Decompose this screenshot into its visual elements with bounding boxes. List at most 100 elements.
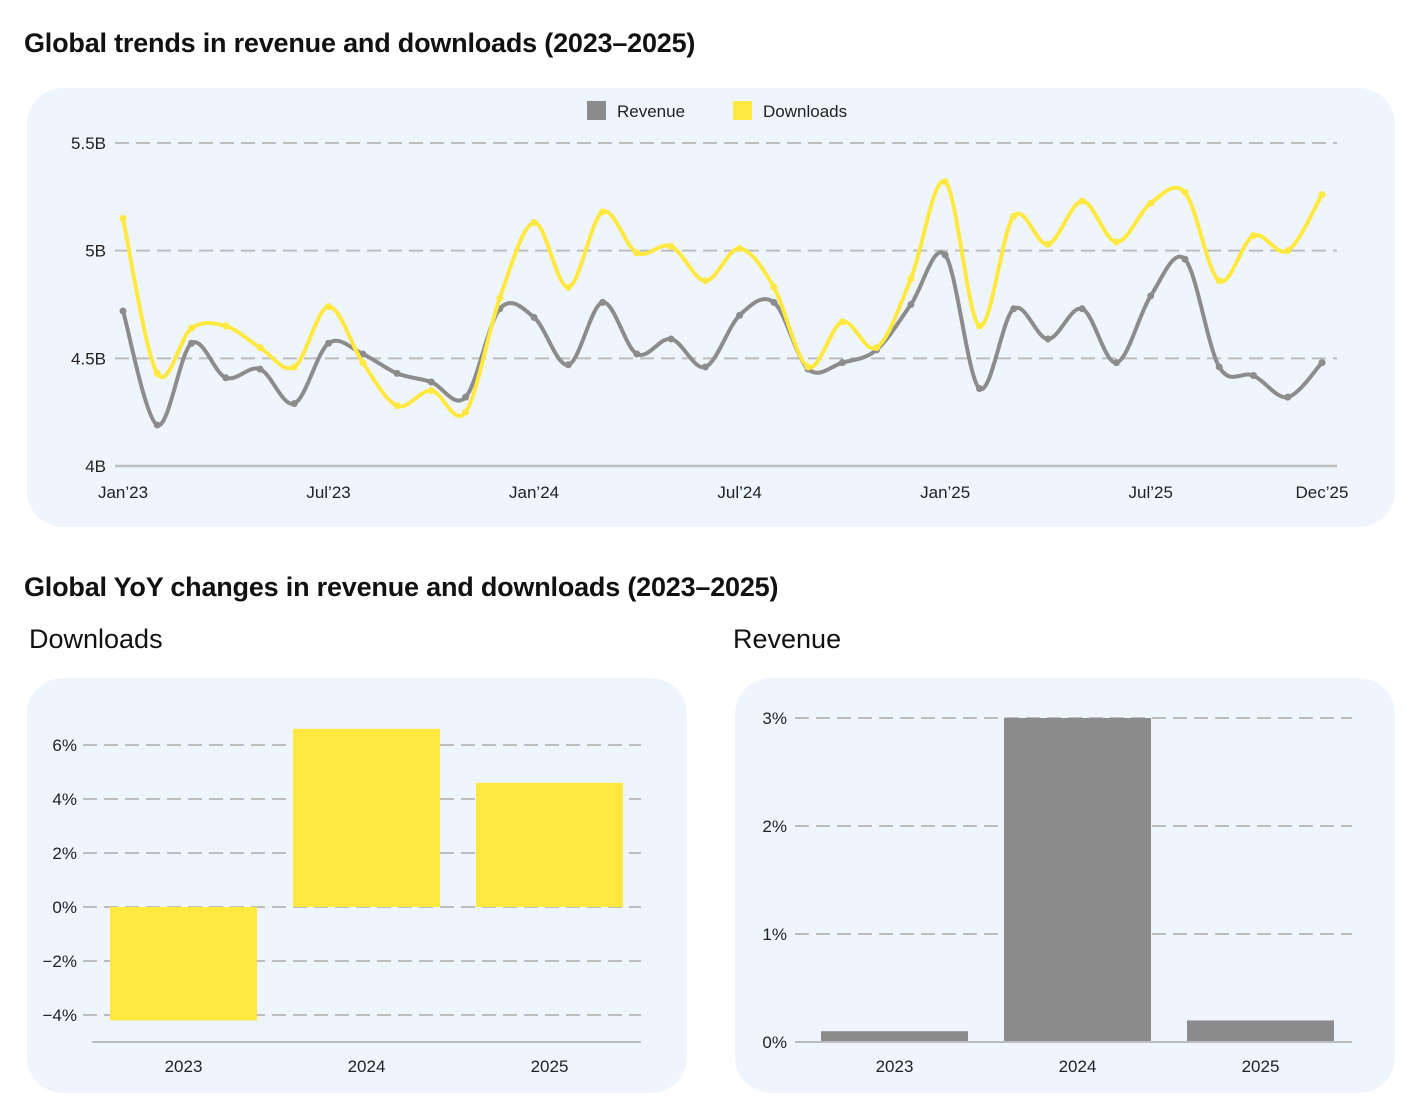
downloads-bar-chart: −4% −2% 0% 2% 4% 6% 2023 2024 2025 <box>43 728 641 1076</box>
revenue-point <box>119 307 127 315</box>
y-tick-label: 5.5B <box>71 134 106 153</box>
y-tick-label: 4.5B <box>71 349 106 368</box>
bar-2024 <box>1004 718 1151 1042</box>
y-tick-label: 4% <box>52 790 77 809</box>
revenue-point <box>1044 335 1052 343</box>
revenue-point <box>1249 372 1257 380</box>
revenue-chart-title: Revenue <box>733 624 842 654</box>
downloads-point <box>119 214 127 222</box>
downloads-point <box>599 208 607 216</box>
revenue-point <box>599 298 607 306</box>
revenue-bar-panel: 0% 1% 2% 3% 2023 2024 2025 <box>735 678 1395 1093</box>
y-tick-label: 1% <box>762 925 787 944</box>
revenue-point <box>1318 359 1326 367</box>
downloads-point <box>804 363 812 371</box>
y-tick-label: 2% <box>52 844 77 863</box>
downloads-point <box>153 369 161 377</box>
downloads-point <box>427 387 435 395</box>
line-chart-panel: 4B 4.5B 5B 5.5B Jan’23 Jul’23 Jan’24 Jul’24 Jan’… <box>27 88 1395 527</box>
y-tick-label: 0% <box>762 1033 787 1052</box>
revenue-point <box>907 301 915 308</box>
revenue-point <box>667 335 675 343</box>
revenue-point <box>770 298 778 306</box>
downloads-point <box>188 324 196 332</box>
revenue-point <box>359 350 367 358</box>
downloads-point <box>290 363 298 371</box>
x-tick-label: 2025 <box>1242 1057 1280 1076</box>
revenue-point <box>325 339 333 347</box>
downloads-point <box>907 275 915 283</box>
chart-title: Global trends in revenue and downloads (… <box>24 28 696 58</box>
downloads-point <box>1249 232 1257 240</box>
yoy-section-title: Global YoY changes in revenue and downlo… <box>24 572 779 602</box>
downloads-point <box>633 249 641 257</box>
downloads-point <box>701 277 709 285</box>
revenue-point <box>530 313 538 321</box>
x-tick-label: 2025 <box>531 1057 569 1076</box>
revenue-point <box>222 374 230 382</box>
revenue-point <box>153 421 161 429</box>
downloads-point <box>1147 199 1155 207</box>
y-tick-label: 0% <box>52 898 77 917</box>
x-tick-label: Dec’25 <box>1296 483 1349 502</box>
revenue-point <box>393 369 401 377</box>
bar-2025 <box>1187 1020 1334 1042</box>
downloads-bar-panel: −4% −2% 0% 2% 4% 6% 2023 2024 2025 <box>27 678 687 1093</box>
bar-2024 <box>293 728 440 907</box>
y-tick-label: 3% <box>762 709 787 728</box>
y-tick-label: 6% <box>52 736 77 755</box>
x-tick-label: Jan’24 <box>509 483 559 502</box>
y-tick-label: 2% <box>762 817 787 836</box>
legend-label-revenue: Revenue <box>617 102 685 121</box>
downloads-point <box>462 408 470 416</box>
downloads-point <box>530 219 538 227</box>
revenue-point <box>188 339 196 347</box>
downloads-point <box>256 344 264 352</box>
revenue-point <box>1215 363 1223 371</box>
revenue-line <box>121 250 1324 428</box>
x-tick-label: Jul’23 <box>306 483 350 502</box>
downloads-point <box>222 322 230 330</box>
downloads-point <box>1318 191 1326 199</box>
downloads-point <box>393 402 401 410</box>
revenue-point <box>701 363 709 371</box>
revenue-bar-chart: 0% 1% 2% 3% 2023 2024 2025 <box>762 709 1352 1076</box>
downloads-line <box>121 179 1324 418</box>
revenue-point <box>1010 305 1018 313</box>
revenue-point <box>633 350 641 358</box>
revenue-point <box>1147 292 1155 300</box>
line-chart: 4B 4.5B 5B 5.5B Jan’23 Jul’23 Jan’24 Jul’24 Jan’… <box>71 101 1349 502</box>
bar-2025 <box>476 782 623 907</box>
x-tick-label: 2024 <box>1059 1057 1097 1076</box>
revenue-point <box>975 384 983 392</box>
revenue-point <box>462 393 470 401</box>
x-tick-label: 2024 <box>348 1057 386 1076</box>
revenue-point <box>290 400 298 408</box>
y-tick-label: −4% <box>43 1006 78 1025</box>
revenue-point <box>736 311 744 319</box>
legend-swatch-revenue <box>587 101 606 120</box>
x-tick-label: Jan’23 <box>98 483 148 502</box>
revenue-point <box>838 359 846 367</box>
revenue-point <box>941 251 949 259</box>
downloads-point <box>941 178 949 186</box>
revenue-point <box>1284 393 1292 401</box>
revenue-point <box>1078 305 1086 313</box>
downloads-point <box>975 322 983 330</box>
y-tick-label: 4B <box>85 457 106 476</box>
revenue-point <box>564 361 572 369</box>
downloads-point <box>1181 189 1189 197</box>
downloads-point <box>325 303 333 311</box>
legend-label-downloads: Downloads <box>763 102 847 121</box>
downloads-point <box>1112 238 1120 246</box>
y-tick-label: 5B <box>85 242 106 261</box>
downloads-point <box>1010 212 1018 220</box>
downloads-point <box>667 242 675 250</box>
x-tick-label: 2023 <box>876 1057 914 1076</box>
downloads-point <box>1215 277 1223 285</box>
legend-swatch-downloads <box>733 101 752 120</box>
downloads-point <box>736 245 744 253</box>
downloads-point <box>770 283 778 291</box>
revenue-point <box>256 365 264 373</box>
x-tick-label: 2023 <box>165 1057 203 1076</box>
